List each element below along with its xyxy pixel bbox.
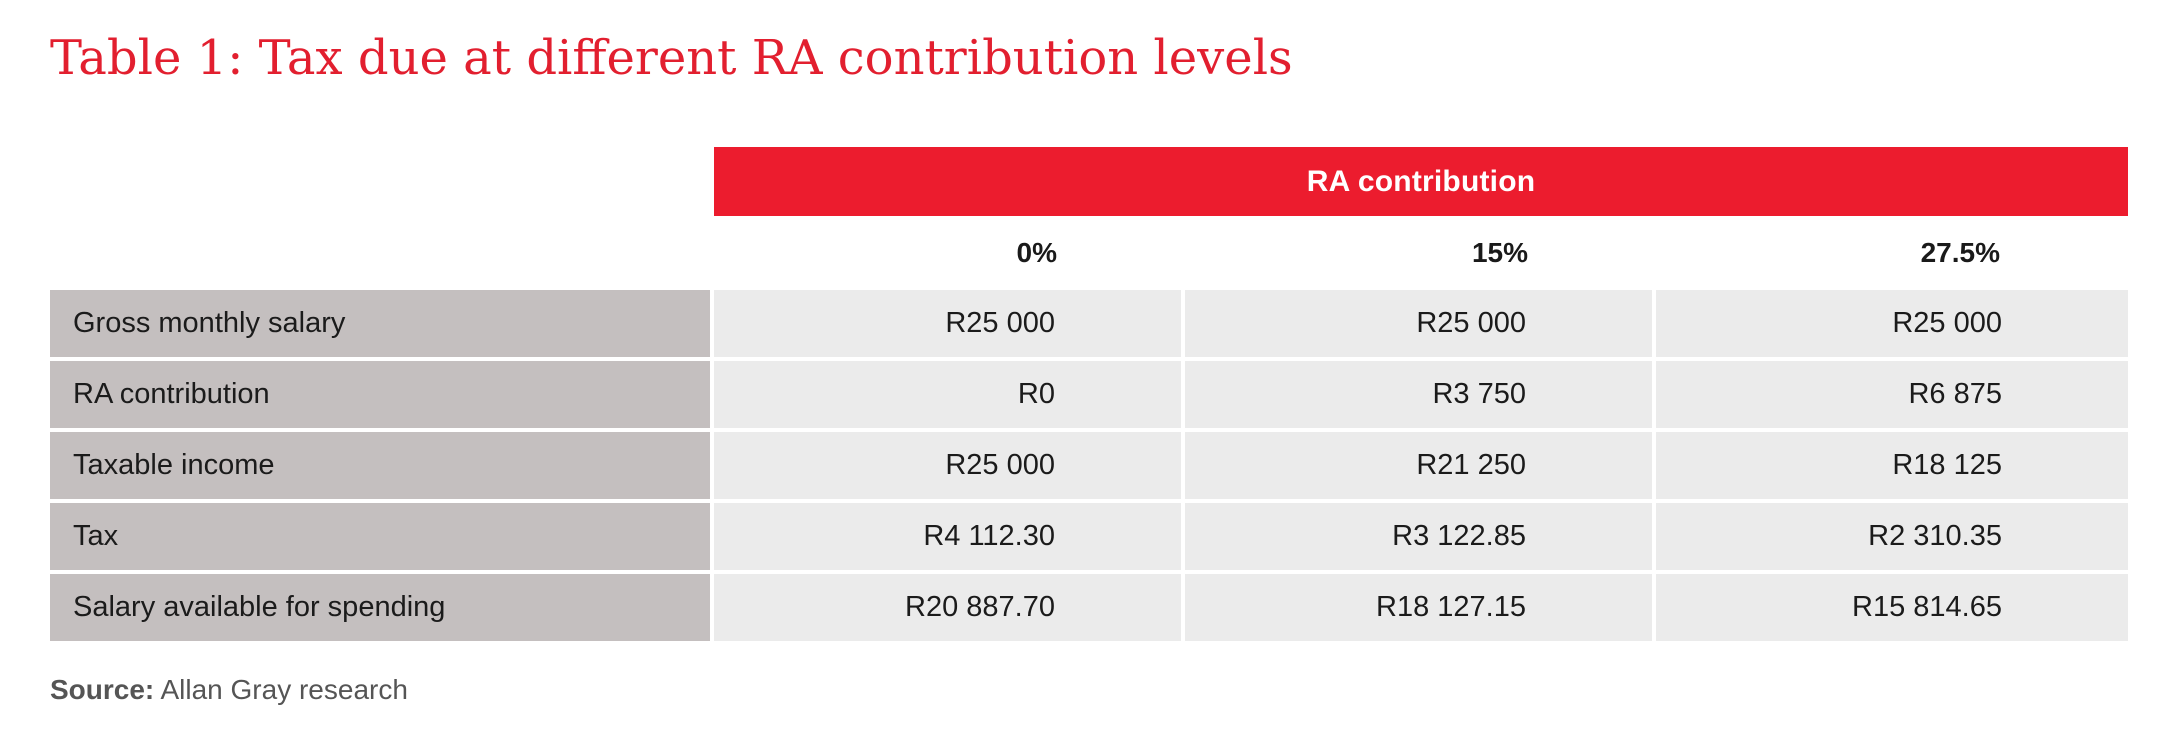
- row-label-gross-monthly-salary: Gross monthly salary: [50, 290, 714, 361]
- table-row: Gross monthly salary R25 000 R25 000 R25…: [50, 290, 2128, 361]
- column-header-27-5-percent: 27.5%: [1920, 237, 2000, 268]
- table-row: RA contribution R0 R3 750 R6 875: [50, 361, 2128, 432]
- tax-table: RA contribution 0% 15% 27.5% Gross month…: [50, 147, 2128, 641]
- row-label-taxable-income: Taxable income: [50, 432, 714, 503]
- empty-corner-cell: [50, 147, 714, 216]
- source-note: Source: Allan Gray research: [50, 674, 408, 706]
- table-cell: R6 875: [1656, 361, 2128, 432]
- empty-corner-cell: [50, 216, 714, 290]
- row-label-tax: Tax: [50, 503, 714, 574]
- table-cell: R25 000: [1185, 290, 1656, 361]
- ra-contribution-group-header: RA contribution: [714, 147, 2128, 216]
- tax-table-container: RA contribution 0% 15% 27.5% Gross month…: [50, 147, 2128, 641]
- table-title: Table 1: Tax due at different RA contrib…: [50, 30, 1293, 86]
- table-cell: R25 000: [714, 432, 1185, 503]
- row-label-ra-contribution: RA contribution: [50, 361, 714, 432]
- table-cell: R18 127.15: [1185, 574, 1656, 641]
- table-cell: R2 310.35: [1656, 503, 2128, 574]
- table-cell: R0: [714, 361, 1185, 432]
- table-cell: R25 000: [714, 290, 1185, 361]
- source-text: Allan Gray research: [160, 674, 408, 705]
- table-cell: R21 250: [1185, 432, 1656, 503]
- table-cell: R15 814.65: [1656, 574, 2128, 641]
- table-row: Taxable income R25 000 R21 250 R18 125: [50, 432, 2128, 503]
- column-header-0-percent: 0%: [1016, 237, 1057, 268]
- table-cell: R3 750: [1185, 361, 1656, 432]
- table-cell: R18 125: [1656, 432, 2128, 503]
- table-cell: R4 112.30: [714, 503, 1185, 574]
- row-label-salary-available-for-spending: Salary available for spending: [50, 574, 714, 641]
- percentage-header-row: 0% 15% 27.5%: [50, 216, 2128, 290]
- table-row: Tax R4 112.30 R3 122.85 R2 310.35: [50, 503, 2128, 574]
- table-row: Salary available for spending R20 887.70…: [50, 574, 2128, 641]
- column-header-15-percent: 15%: [1471, 237, 1528, 268]
- table-cell: R25 000: [1656, 290, 2128, 361]
- table-cell: R20 887.70: [714, 574, 1185, 641]
- table-cell: R3 122.85: [1185, 503, 1656, 574]
- source-label: Source:: [50, 674, 155, 705]
- group-header-row: RA contribution: [50, 147, 2128, 216]
